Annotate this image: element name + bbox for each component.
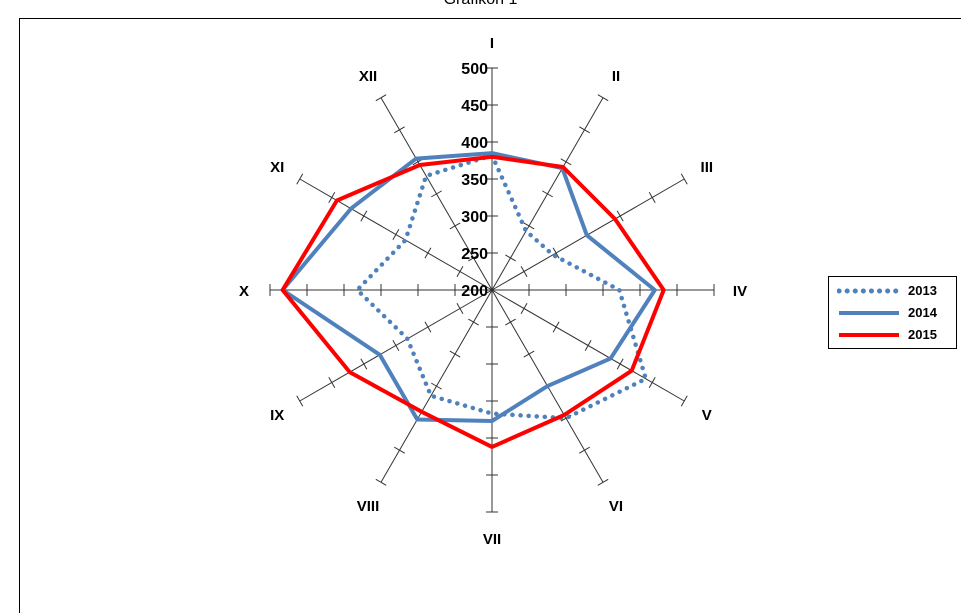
- axis-tick-VI-500: [597, 478, 609, 486]
- radial-tick-label-400: 400: [461, 135, 488, 152]
- axis-tick-XII-300: [449, 222, 461, 230]
- axis-tick-III-250: [520, 266, 528, 277]
- axis-tick-VIII-350: [431, 382, 442, 390]
- axis-tick-III-400: [616, 210, 624, 222]
- axis-tick-IX-250: [456, 303, 464, 314]
- radar-axes: [269, 67, 715, 513]
- legend: 2013 2014 2015: [828, 276, 957, 349]
- axis-tick-IX-350: [392, 340, 400, 351]
- axis-tick-VI-250: [505, 318, 516, 326]
- series-line-2015: [280, 154, 666, 449]
- category-label-IX: IX: [270, 407, 284, 424]
- axis-tick-II-400: [560, 158, 572, 166]
- radial-tick-label-200: 200: [461, 283, 488, 300]
- axis-tick-V-300: [552, 321, 560, 333]
- axis-tick-XI-300: [424, 247, 432, 259]
- axis-tick-VI-450: [579, 446, 590, 454]
- axis-tick-V-450: [648, 377, 656, 388]
- axis-tick-V-350: [584, 340, 592, 351]
- legend-label-2014: 2014: [908, 305, 937, 320]
- category-label-IV: IV: [733, 283, 747, 300]
- axis-tick-IX-500: [296, 395, 304, 407]
- chart-frame: [19, 18, 961, 613]
- radial-tick-label-450: 450: [461, 98, 488, 115]
- radial-tick-label-300: 300: [461, 209, 488, 226]
- category-label-VIII: VIII: [357, 498, 380, 515]
- axis-tick-IX-300: [424, 321, 432, 333]
- axis-tick-II-300: [523, 222, 535, 230]
- axis-tick-XI-250: [456, 266, 464, 277]
- axis-tick-III-300: [552, 247, 560, 259]
- axis-tick-V-500: [680, 395, 688, 407]
- legend-swatch-2014: [839, 311, 899, 315]
- legend-item-2015: 2015: [829, 324, 958, 346]
- legend-item-2013: 2013: [829, 280, 958, 302]
- category-label-VII: VII: [483, 531, 501, 548]
- category-label-II: II: [612, 68, 620, 85]
- axis-tick-III-450: [648, 192, 656, 203]
- axis-tick-V-400: [616, 358, 624, 370]
- radial-tick-label-500: 500: [461, 61, 488, 78]
- series-line-2013: [355, 153, 649, 421]
- legend-item-2014: 2014: [829, 302, 958, 324]
- axis-tick-XI-400: [360, 210, 368, 222]
- category-label-X: X: [239, 283, 249, 300]
- axis-tick-V-250: [520, 303, 528, 314]
- axis-tick-IX-450: [328, 377, 336, 388]
- axis-tick-III-500: [680, 173, 688, 185]
- axis-tick-VIII-500: [375, 478, 387, 486]
- axis-tick-XI-450: [328, 192, 336, 203]
- category-label-III: III: [701, 159, 714, 176]
- axis-tick-VIII-300: [449, 350, 461, 358]
- legend-label-2015: 2015: [908, 327, 937, 342]
- axis-tick-VIII-450: [394, 446, 405, 454]
- series-line-2014: [280, 151, 657, 423]
- chart-title: Grafikon 1: [0, 0, 961, 9]
- category-label-VI: VI: [609, 498, 623, 515]
- category-label-XII: XII: [359, 68, 377, 85]
- legend-swatch-2013: [837, 288, 901, 294]
- axis-tick-XII-500: [375, 94, 387, 102]
- axis-tick-XII-350: [431, 190, 442, 198]
- category-label-XI: XI: [270, 159, 284, 176]
- legend-swatch-2015: [839, 333, 899, 337]
- axis-tick-II-450: [579, 126, 590, 134]
- axis-tick-VI-300: [523, 350, 535, 358]
- axis-tick-II-250: [505, 254, 516, 262]
- axis-tick-II-350: [542, 190, 553, 198]
- legend-label-2013: 2013: [908, 283, 937, 298]
- radial-tick-labels: 200 250 300 350 400 450 500: [461, 61, 488, 300]
- axis-tick-IX-400: [360, 358, 368, 370]
- axis-tick-II-500: [597, 94, 609, 102]
- axis-tick-VIII-250: [468, 318, 479, 326]
- radar-series: [280, 151, 666, 449]
- radial-tick-label-250: 250: [461, 246, 488, 263]
- axis-tick-XI-350: [392, 229, 400, 240]
- category-label-V: V: [702, 407, 712, 424]
- radial-tick-label-350: 350: [461, 172, 488, 189]
- axis-tick-XII-250: [468, 254, 479, 262]
- axis-tick-XII-450: [394, 126, 405, 134]
- axis-tick-XI-500: [296, 173, 304, 185]
- category-label-I: I: [490, 35, 494, 52]
